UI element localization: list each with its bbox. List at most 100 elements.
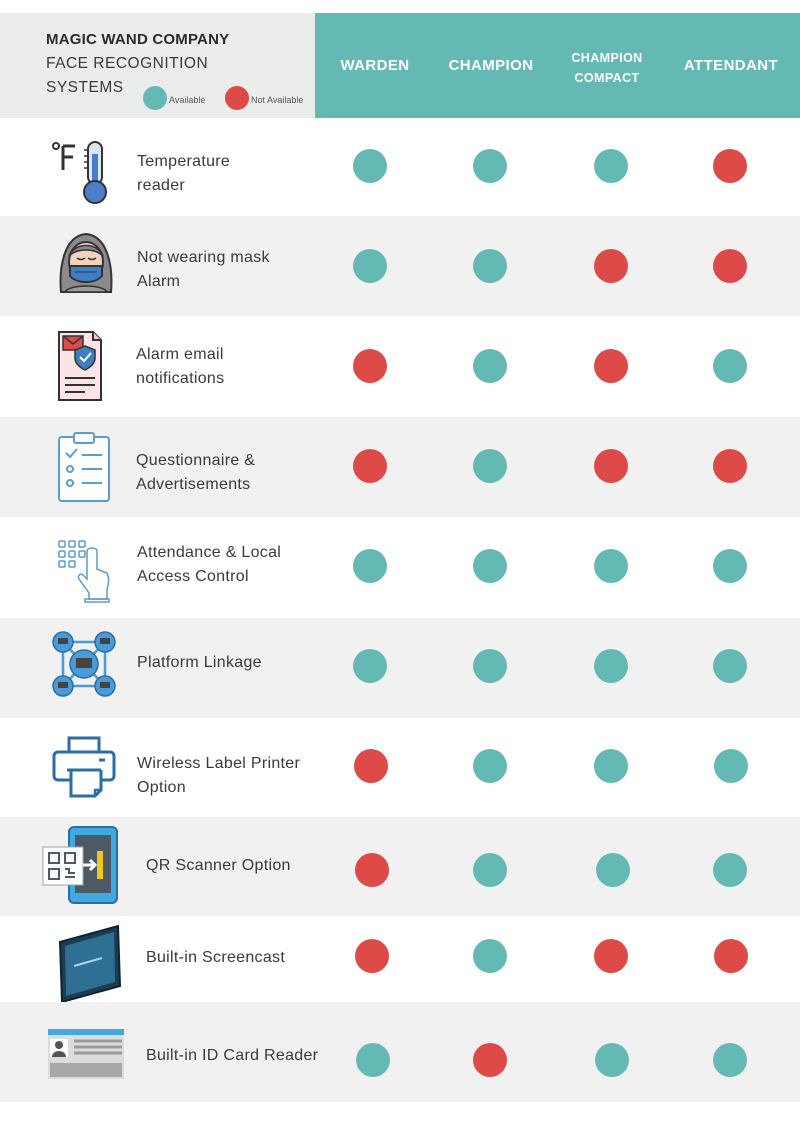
champion-status-dot bbox=[473, 853, 507, 887]
feature-label: Alarm email notifications bbox=[136, 343, 224, 391]
attendant-status-dot bbox=[713, 649, 747, 683]
feature-label: Wireless Label Printer Option bbox=[137, 752, 300, 800]
available-dot-icon bbox=[143, 86, 167, 110]
legend-not-available-label: Not Available bbox=[251, 95, 304, 105]
feature-label: Questionnaire & Advertisements bbox=[136, 449, 255, 497]
comparison-header: MAGIC WAND COMPANY FACE RECOGNITION SYST… bbox=[0, 13, 800, 118]
feature-row-id-card-reader: Built-in ID Card Reader bbox=[0, 1002, 800, 1102]
champion-status-dot bbox=[473, 1043, 507, 1077]
champion-compact-status-dot bbox=[594, 349, 628, 383]
feature-label-line-2: Alarm bbox=[137, 273, 181, 290]
champion-compact-status-dot bbox=[596, 853, 630, 887]
feature-label: Not wearing mask Alarm bbox=[137, 246, 270, 294]
legend-available: Available bbox=[143, 86, 205, 110]
legend-not-available: Not Available bbox=[225, 86, 303, 110]
champion-compact-status-dot bbox=[595, 1043, 629, 1077]
warden-status-dot bbox=[353, 249, 387, 283]
attendant-status-dot bbox=[713, 549, 747, 583]
feature-row-screencast: Built-in Screencast bbox=[0, 916, 800, 1004]
feature-label-line-1: Built-in ID Card Reader bbox=[146, 1047, 319, 1064]
champion-status-dot bbox=[473, 249, 507, 283]
keypad-touch-icon bbox=[58, 540, 110, 603]
warden-status-dot bbox=[353, 149, 387, 183]
feature-label: Attendance & Local Access Control bbox=[137, 541, 281, 589]
network-linkage-icon bbox=[52, 631, 116, 697]
column-warden: WARDEN bbox=[340, 57, 410, 74]
header-title-panel: MAGIC WAND COMPANY FACE RECOGNITION SYST… bbox=[0, 13, 315, 118]
warden-status-dot bbox=[353, 649, 387, 683]
champion-status-dot bbox=[473, 649, 507, 683]
champion-status-dot bbox=[473, 549, 507, 583]
warden-status-dot bbox=[356, 1043, 390, 1077]
champion-status-dot bbox=[473, 449, 507, 483]
attendant-status-dot bbox=[714, 939, 748, 973]
model-columns-header: WARDEN CHAMPION CHAMPION COMPACT ATTENDA… bbox=[315, 13, 800, 118]
feature-label-line-1: QR Scanner Option bbox=[146, 857, 291, 874]
feature-label: Platform Linkage bbox=[137, 651, 262, 675]
champion-compact-status-dot bbox=[594, 649, 628, 683]
feature-label-line-1: Not wearing mask bbox=[137, 249, 270, 266]
feature-label-line-1: Attendance & Local bbox=[137, 544, 282, 561]
company-name: MAGIC WAND COMPANY bbox=[46, 31, 230, 48]
feature-label-line-1: Alarm email bbox=[136, 346, 224, 363]
attendant-status-dot bbox=[713, 149, 747, 183]
feature-label-line-1: Wireless Label Printer bbox=[137, 755, 301, 772]
warden-status-dot bbox=[354, 749, 388, 783]
feature-row-email-notifications: Alarm email notifications bbox=[0, 316, 800, 417]
id-card-icon bbox=[48, 1029, 124, 1079]
column-champion-compact-line-2: COMPACT bbox=[574, 71, 640, 85]
feature-row-label-printer: Wireless Label Printer Option bbox=[0, 718, 800, 817]
product-category: FACE RECOGNITION SYSTEMS bbox=[46, 52, 208, 100]
subtitle-line-2: SYSTEMS bbox=[46, 79, 124, 96]
champion-compact-status-dot bbox=[594, 749, 628, 783]
legend-available-label: Available bbox=[169, 95, 206, 105]
column-champion-compact: CHAMPION COMPACT bbox=[547, 48, 667, 88]
column-champion-compact-line-1: CHAMPION bbox=[571, 51, 643, 65]
feature-label: Built-in ID Card Reader bbox=[146, 1044, 318, 1068]
warden-status-dot bbox=[355, 939, 389, 973]
screen-tablet-icon bbox=[58, 924, 122, 1004]
printer-icon bbox=[52, 736, 116, 798]
column-attendant: ATTENDANT bbox=[683, 57, 779, 74]
champion-compact-status-dot bbox=[594, 549, 628, 583]
warden-status-dot bbox=[353, 549, 387, 583]
warden-status-dot bbox=[353, 449, 387, 483]
feature-row-temperature: Temperature reader bbox=[0, 118, 800, 216]
champion-compact-status-dot bbox=[594, 149, 628, 183]
masked-person-icon bbox=[59, 232, 113, 293]
subtitle-line-1: FACE RECOGNITION bbox=[46, 55, 209, 72]
attendant-status-dot bbox=[713, 449, 747, 483]
feature-label-line-1: Platform Linkage bbox=[137, 654, 262, 671]
feature-label-line-2: Advertisements bbox=[136, 476, 251, 493]
feature-label-line-1: Temperature bbox=[137, 153, 231, 170]
champion-compact-status-dot bbox=[594, 939, 628, 973]
feature-label-line-2: notifications bbox=[136, 370, 225, 387]
thermometer-icon bbox=[52, 141, 107, 204]
champion-status-dot bbox=[473, 749, 507, 783]
warden-status-dot bbox=[353, 349, 387, 383]
feature-label-line-1: Built-in Screencast bbox=[146, 949, 286, 966]
clipboard-checklist-icon bbox=[58, 432, 110, 502]
feature-label-line-2: Access Control bbox=[137, 568, 249, 585]
champion-status-dot bbox=[473, 939, 507, 973]
feature-row-qr-scanner: QR Scanner Option bbox=[0, 817, 800, 916]
qr-scanner-icon bbox=[42, 826, 118, 904]
champion-status-dot bbox=[473, 349, 507, 383]
attendant-status-dot bbox=[713, 1043, 747, 1077]
champion-compact-status-dot bbox=[594, 249, 628, 283]
feature-row-attendance: Attendance & Local Access Control bbox=[0, 517, 800, 618]
feature-label-line-1: Questionnaire & bbox=[136, 452, 256, 469]
email-document-icon bbox=[58, 331, 102, 401]
attendant-status-dot bbox=[713, 249, 747, 283]
not-available-dot-icon bbox=[225, 86, 249, 110]
feature-label-line-2: reader bbox=[137, 177, 186, 194]
champion-status-dot bbox=[473, 149, 507, 183]
feature-label: QR Scanner Option bbox=[146, 854, 291, 878]
attendant-status-dot bbox=[713, 853, 747, 887]
feature-label-line-2: Option bbox=[137, 779, 186, 796]
attendant-status-dot bbox=[713, 349, 747, 383]
champion-compact-status-dot bbox=[594, 449, 628, 483]
feature-row-mask-alarm: Not wearing mask Alarm bbox=[0, 216, 800, 316]
feature-label: Built-in Screencast bbox=[146, 946, 285, 970]
feature-row-questionnaire: Questionnaire & Advertisements bbox=[0, 417, 800, 517]
